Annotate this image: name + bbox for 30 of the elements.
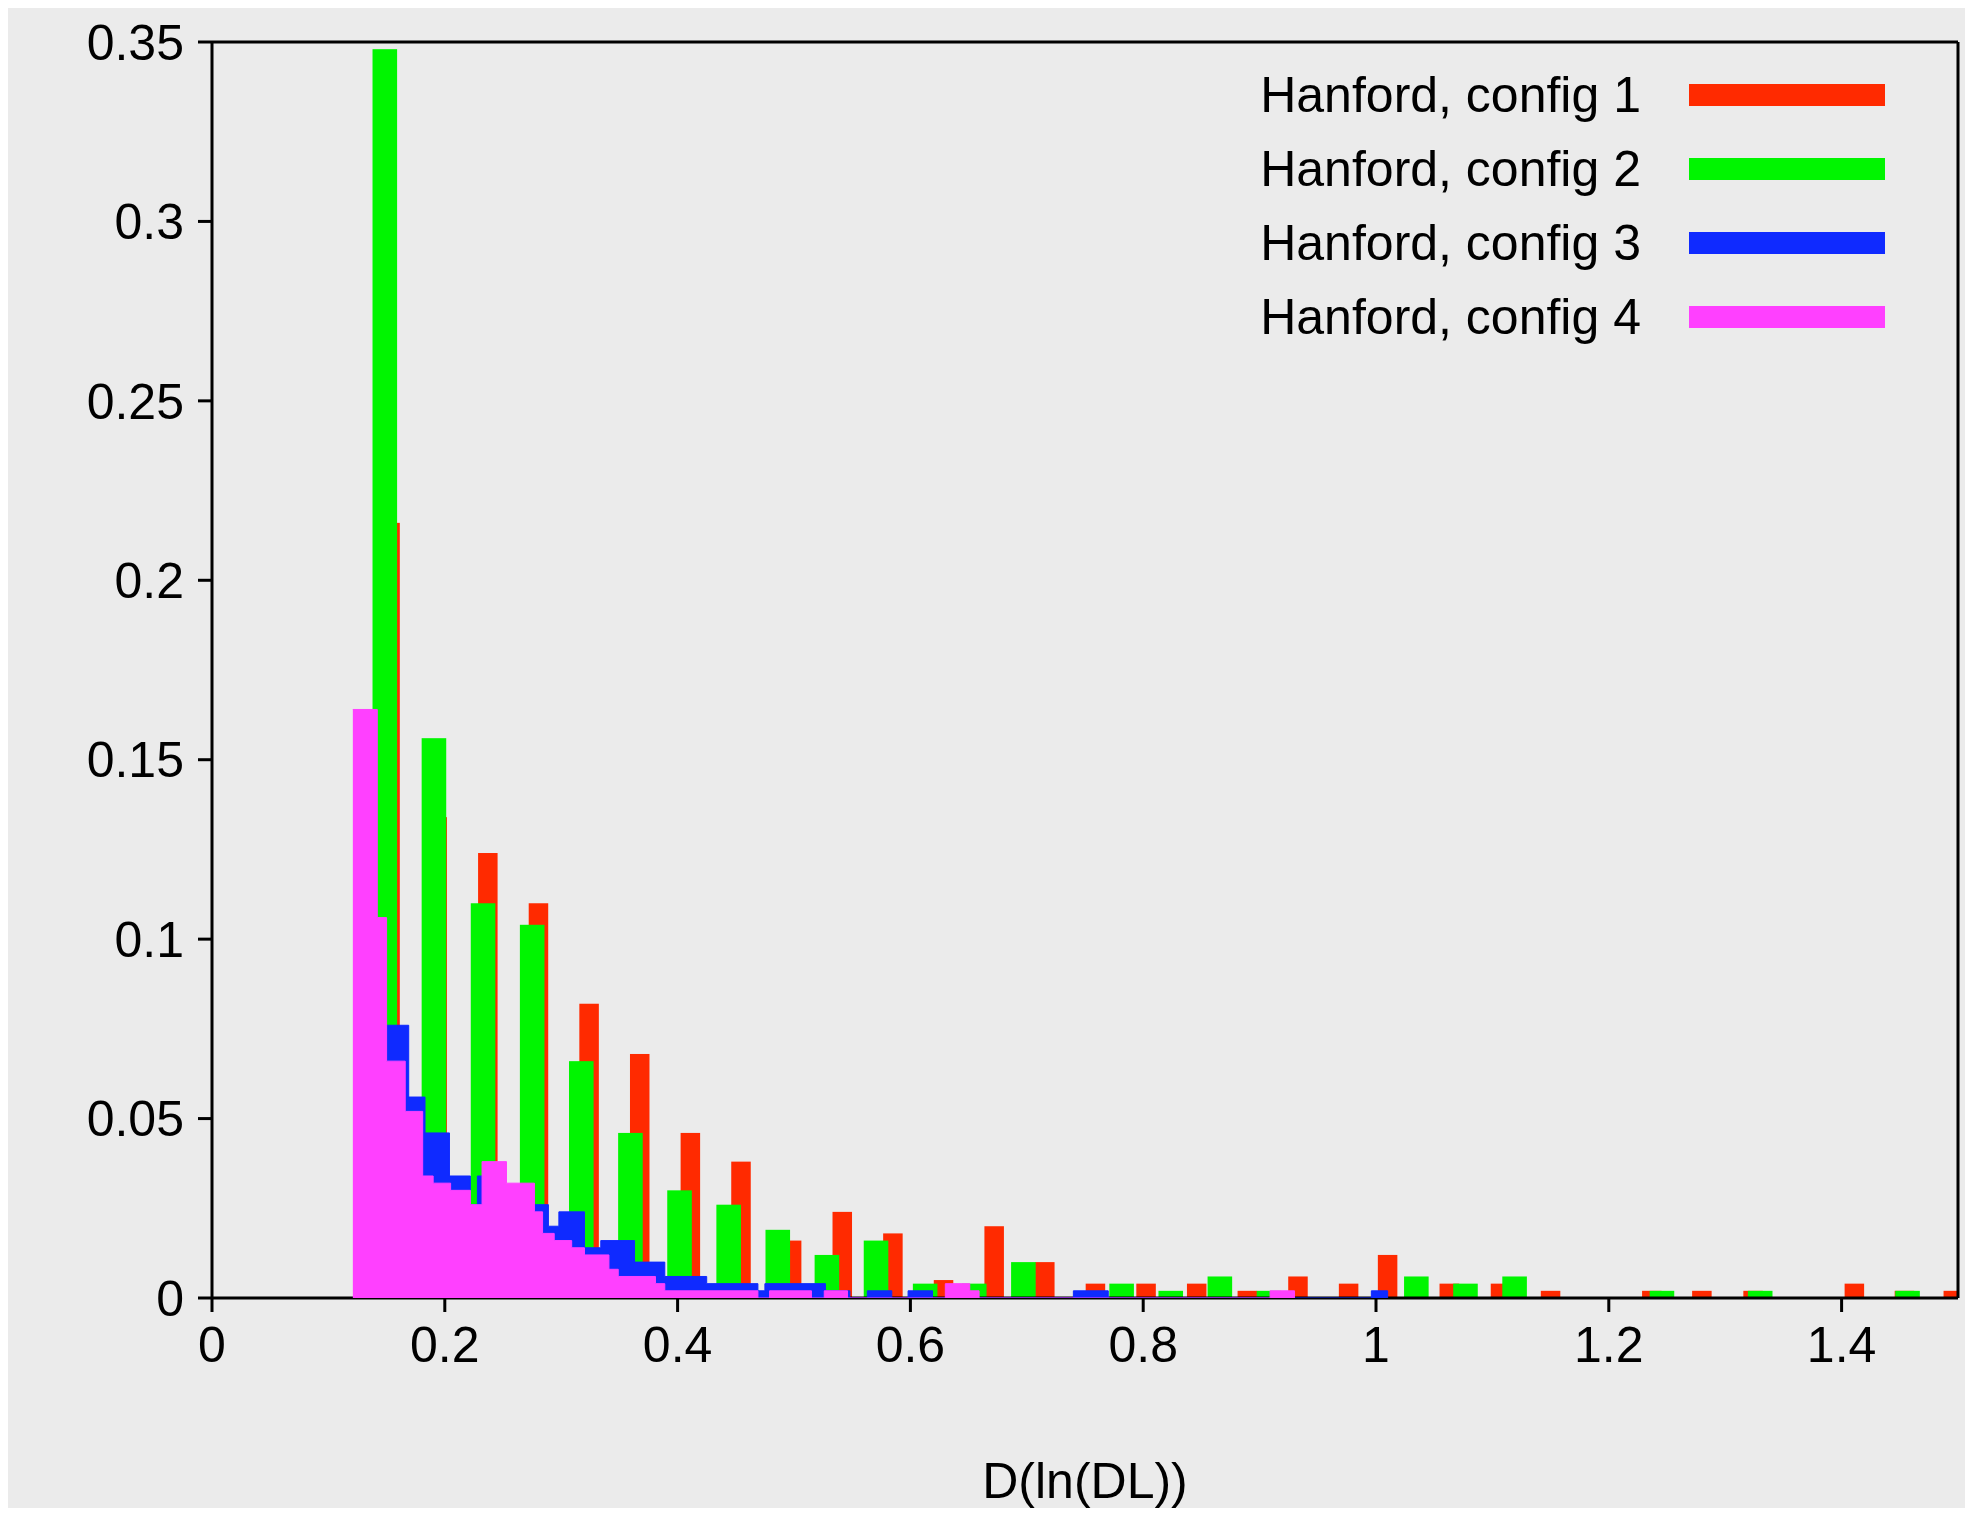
legend-label: Hanford, config 4 (1260, 288, 1641, 346)
legend-label: Hanford, config 1 (1260, 66, 1641, 124)
x-tick-label: 0.6 (875, 1316, 946, 1373)
y-tick-label: 0.35 (86, 14, 184, 71)
y-tick-label: 0.3 (114, 194, 184, 251)
legend-label: Hanford, config 2 (1260, 140, 1641, 198)
x-tick-label: 0 (198, 1316, 226, 1373)
bar (1453, 1283, 1478, 1298)
y-tick-label: 0.15 (86, 732, 184, 789)
bar (1109, 1283, 1134, 1298)
bar (1404, 1276, 1429, 1298)
bar (1136, 1283, 1156, 1298)
bar (984, 1226, 1004, 1298)
x-tick-label: 0.2 (410, 1316, 480, 1373)
y-tick-label: 0.25 (86, 373, 184, 430)
legend-label: Hanford, config 3 (1260, 214, 1641, 272)
x-axis-title: D(ln(DL)) (982, 1453, 1188, 1509)
y-tick-label: 0.2 (114, 553, 184, 610)
x-tick-label: 0.4 (642, 1316, 713, 1373)
y-tick-label: 0 (156, 1270, 184, 1327)
x-tick-label: 1.2 (1574, 1316, 1644, 1373)
bar (1207, 1276, 1233, 1298)
x-tick-label: 1 (1362, 1316, 1390, 1373)
bar (1035, 1262, 1055, 1298)
x-tick-label: 0.8 (1108, 1316, 1178, 1373)
y-tick-label: 0.05 (86, 1091, 184, 1148)
x-tick-label: 1.4 (1806, 1316, 1877, 1373)
y-tick-label: 0.1 (114, 911, 184, 968)
bar (1502, 1276, 1527, 1298)
bar (1011, 1262, 1036, 1298)
